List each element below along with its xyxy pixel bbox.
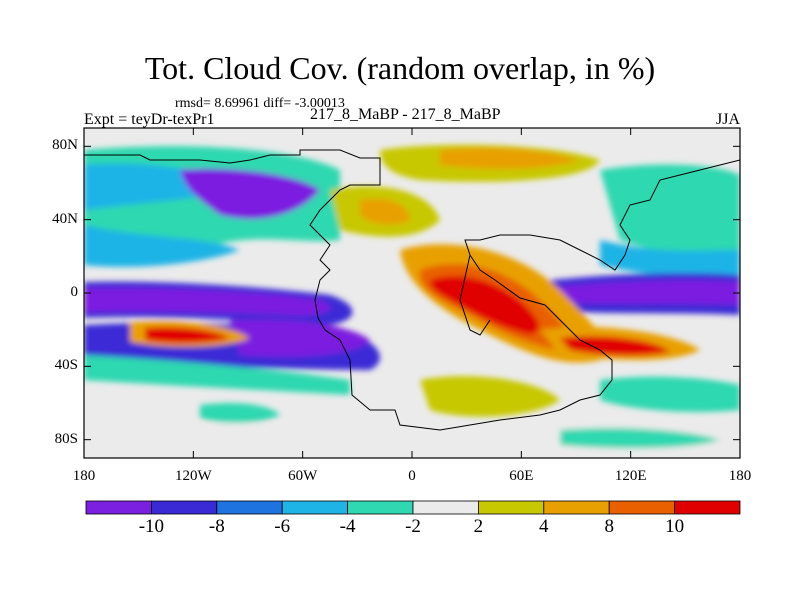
colorbar-swatch (674, 500, 741, 515)
lon-ticks (83, 128, 741, 458)
colorbar-label: 4 (539, 516, 549, 537)
lat-tick-label: 0 (70, 284, 79, 300)
colorbar-label: -6 (274, 516, 291, 537)
contour-field (84, 128, 740, 458)
colorbar-label: -10 (138, 516, 165, 537)
map-title: Tot. Cloud Cov. (random overlap, in %) (144, 50, 656, 86)
colorbar-swatch (85, 500, 152, 515)
experiment-label: Expt = teyDr-texPr1 (84, 111, 215, 128)
coastline (84, 154, 271, 164)
colorbar-swatch (216, 500, 283, 515)
lon-tick-label: 60W (288, 468, 318, 484)
lon-tick-label: 60E (509, 468, 534, 484)
colorbar-label: 8 (604, 516, 614, 537)
lon-tick-label: 120W (174, 468, 212, 484)
colorbar-swatch (477, 500, 545, 515)
lat-ticks (84, 145, 740, 441)
colorbar-label: 10 (665, 516, 685, 537)
case-label: 217_8_MaBP - 217_8_MaBP (310, 106, 501, 123)
colorbar-label: -4 (339, 516, 356, 537)
colorbar (85, 500, 741, 515)
lat-tick-label: 80N (52, 137, 78, 154)
colorbar-swatch (608, 500, 676, 515)
lon-tick-label: 180 (728, 468, 752, 484)
lat-tick-label: 40S (54, 357, 78, 374)
lon-tick-label: 120E (614, 468, 647, 484)
lon-tick-label: 0 (408, 468, 416, 484)
season-label: JJA (716, 111, 741, 128)
colorbar-swatch (150, 500, 218, 515)
colorbar-label: 2 (473, 516, 484, 537)
colorbar-swatch (347, 500, 414, 515)
coastline (270, 149, 740, 431)
stats-label: rmsd= 8.69961 diff= -3.00013 (175, 96, 345, 111)
coastline (459, 254, 491, 336)
colorbar-swatch (412, 500, 479, 515)
colorbar-swatch (543, 500, 610, 515)
lat-tick-label: 40N (52, 210, 78, 227)
lon-tick-label: 180 (72, 468, 96, 484)
lat-tick-label: 80S (54, 430, 78, 447)
colorbar-swatch (281, 500, 349, 515)
colorbar-label: -8 (208, 516, 225, 537)
colorbar-label: -2 (405, 516, 421, 537)
